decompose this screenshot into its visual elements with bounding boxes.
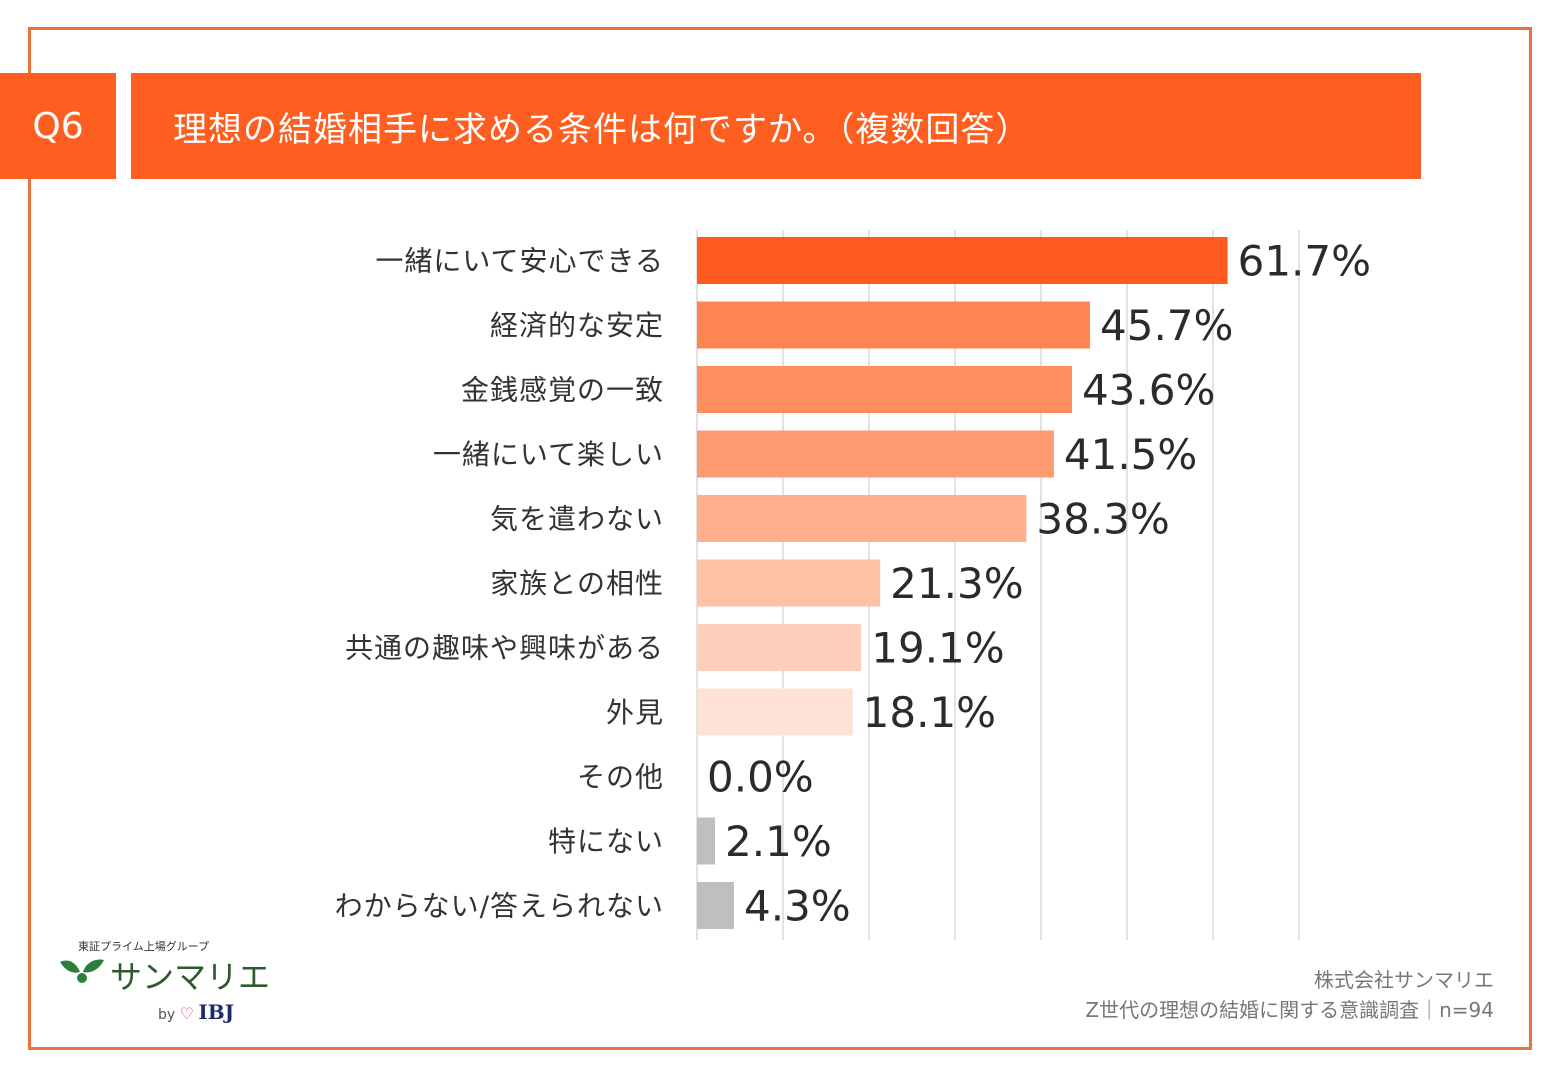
category-labels: 一緒にいて安心できる経済的な安定金銭感覚の一致一緒にいて楽しい気を遣わない家族と… (335, 245, 664, 923)
chart-frame (28, 27, 1532, 1050)
data-label: 18.1% (863, 688, 996, 737)
sanmarie-logo: 東証プライム上場グループ サンマリエ by ♡ IBJ (58, 938, 270, 1038)
bar (697, 688, 853, 736)
question-title: 理想の結婚相手に求める条件は何ですか。（複数回答） (131, 73, 1421, 179)
category-label: 金銭感覚の一致 (461, 374, 664, 407)
data-label: 21.3% (890, 559, 1023, 608)
logo-partner: IBJ (198, 1000, 235, 1024)
bar (697, 301, 1091, 349)
bar (697, 624, 862, 671)
credit-company: 株式会社サンマリエ (1314, 968, 1494, 992)
value-labels: 61.7%45.7% 43.6% 41.5% 38.3% 21.3% 19.1% 18.1%… (707, 237, 1371, 931)
data-label: 38.3% (1036, 495, 1169, 544)
category-label: 経済的な安定 (490, 309, 664, 342)
logo-name: サンマリエ (110, 958, 271, 996)
source-credit: 株式会社サンマリエ Z世代の理想の結婚に関する意識調査｜n=94 (1085, 965, 1494, 1025)
logo-tagline: 東証プライム上場グループ (78, 940, 210, 953)
bar (697, 430, 1054, 478)
category-label: その他 (577, 761, 664, 794)
leaf-logo-icon (60, 959, 104, 983)
credit-survey: Z世代の理想の結婚に関する意識調査｜n=94 (1085, 998, 1494, 1022)
data-label: 61.7% (1238, 237, 1371, 286)
data-label: 43.6% (1082, 366, 1215, 415)
data-label: 0.0% (707, 753, 814, 802)
category-label: 一緒にいて楽しい (433, 438, 664, 471)
bar (697, 817, 716, 865)
logo-by-text: by (158, 1007, 176, 1023)
category-label: 一緒にいて安心できる (375, 245, 664, 278)
category-label: 家族との相性 (490, 567, 664, 600)
category-label: 外見 (606, 696, 664, 729)
bar (697, 237, 1228, 284)
bar (697, 559, 881, 607)
bar (697, 366, 1072, 413)
data-label: 4.3% (744, 882, 851, 931)
heart-icon: ♡ (179, 1004, 194, 1023)
bars (697, 237, 1228, 929)
bar (697, 882, 734, 929)
data-label: 2.1% (725, 817, 832, 866)
question-title-text: 理想の結婚相手に求める条件は何ですか。（複数回答） (173, 109, 1031, 150)
category-label: 特にない (548, 825, 664, 858)
bar (697, 495, 1027, 542)
data-label: 41.5% (1064, 430, 1197, 479)
data-label: 45.7% (1100, 301, 1233, 350)
category-label: 共通の趣味や興味がある (345, 632, 664, 665)
question-number-badge: Q6 (0, 73, 116, 179)
data-label: 19.1% (871, 624, 1004, 673)
category-label: わからない/答えられない (335, 890, 664, 923)
logo-by-partner: by ♡ IBJ (158, 1000, 234, 1024)
category-label: 気を遣わない (490, 503, 664, 536)
